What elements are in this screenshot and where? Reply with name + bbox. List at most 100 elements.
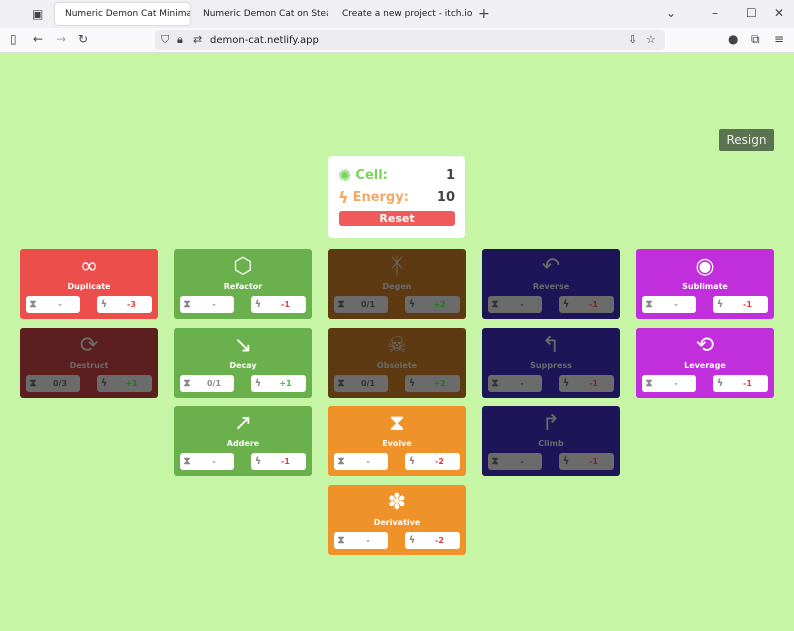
cooldown-box: ⧗ -: [488, 296, 542, 313]
resign-button[interactable]: Resign: [719, 129, 774, 151]
skill-name: Leverage: [684, 360, 726, 370]
minimize-icon[interactable]: –: [712, 6, 718, 20]
energy-box: ϟ -1: [559, 296, 614, 313]
tab-steam[interactable]: Numeric Demon Cat on Steam✕: [193, 3, 328, 25]
skill-icon: ∞: [79, 254, 99, 279]
shield-icon: ⛉: [161, 33, 170, 46]
skill-card-evolve[interactable]: ⧗ Evolve ⧗ - ϟ -2: [328, 406, 466, 476]
cooldown-box: ⧗ -: [180, 296, 234, 313]
status-panel: ✺ Cell: 1 ϟ Energy: 10 Reset: [328, 156, 465, 238]
energy-icon: ϟ: [338, 188, 349, 207]
skill-name: Evolve: [382, 439, 412, 448]
lightning-icon: ϟ: [100, 377, 108, 389]
cooldown-value: 0/1: [360, 378, 376, 388]
skill-name: Suppress: [530, 360, 572, 370]
cooldown-value: 0/1: [360, 300, 376, 309]
cooldown-value: 0/1: [206, 378, 222, 388]
skill-name: Obsolete: [376, 360, 418, 370]
energy-box: ϟ -1: [251, 296, 306, 313]
energy-cost: -2: [435, 535, 444, 545]
energy-box: ϟ -1: [713, 296, 768, 313]
skill-icon: ↶: [541, 254, 561, 279]
tab-numeric-demon-cat-minimal[interactable]: Numeric Demon Cat Minimal✕: [55, 3, 190, 25]
skill-card-degen[interactable]: ᛡ Degen ⧗ 0/1 ϟ +2: [328, 249, 466, 319]
skill-icon: ⧗: [389, 411, 405, 436]
new-tab-icon[interactable]: +: [478, 6, 490, 22]
skill-card-reverse[interactable]: ↶ Reverse ⧗ - ϟ -1: [482, 249, 620, 319]
energy-box: ϟ -2: [405, 453, 460, 470]
cooldown-value: -: [212, 300, 216, 309]
energy-box: ϟ -2: [405, 531, 460, 549]
skill-name: Destruct: [69, 360, 109, 370]
energy-cost: -1: [281, 300, 290, 309]
maximize-icon[interactable]: ☐: [746, 6, 757, 20]
hourglass-icon: ⧗: [645, 299, 653, 310]
skill-card-refactor[interactable]: ⬡ Refactor ⧗ - ϟ -1: [174, 249, 312, 319]
skill-card-destruct[interactable]: ⟳ Destruct ⧗ 0/3 ϟ +1: [20, 327, 158, 398]
tab-overview-icon[interactable]: ▣: [32, 7, 44, 21]
cooldown-box: ⧗ -: [180, 453, 234, 470]
skill-name: Degen: [382, 282, 412, 291]
hourglass-icon: ⧗: [491, 456, 499, 467]
skill-card-derivative[interactable]: ✽ Derivative ⧗ - ϟ -2: [328, 484, 466, 555]
skill-card-sublimate[interactable]: ◉ Sublimate ⧗ - ϟ -1: [636, 249, 774, 319]
reset-button[interactable]: Reset: [339, 211, 455, 226]
lightning-icon: ϟ: [408, 534, 416, 546]
energy-cost: -1: [281, 457, 290, 466]
cooldown-value: -: [366, 535, 370, 545]
skill-card-decay[interactable]: ↘ Decay ⧗ 0/1 ϟ +1: [174, 327, 312, 398]
back-icon[interactable]: ←: [33, 32, 44, 46]
menu-icon[interactable]: ≡: [774, 32, 785, 46]
skill-icon: ᛡ: [390, 254, 404, 279]
lightning-icon: ϟ: [562, 456, 570, 467]
bookmark-star-icon[interactable]: ☆: [646, 33, 656, 46]
cell-label: Cell:: [355, 168, 388, 183]
energy-cost: -1: [589, 378, 598, 388]
hourglass-icon: ⧗: [491, 377, 499, 389]
sidebar-icon[interactable]: ▯: [10, 32, 17, 46]
energy-box: ϟ -1: [251, 453, 306, 470]
tab-bar: ▣ Numeric Demon Cat Minimal✕ Numeric Dem…: [0, 0, 794, 28]
energy-box: ϟ +1: [251, 374, 306, 392]
energy-cost: -2: [435, 457, 444, 466]
skill-card-leverage[interactable]: ⟲ Leverage ⧗ - ϟ -1: [636, 327, 774, 398]
energy-cost: +2: [433, 378, 446, 388]
energy-cost: -1: [743, 378, 752, 388]
extension-icon[interactable]: ●: [728, 32, 739, 46]
lightning-icon: ϟ: [254, 456, 262, 467]
skill-card-obsolete[interactable]: ☠ Obsolete ⧗ 0/1 ϟ +2: [328, 327, 466, 398]
skill-name: Sublimate: [682, 282, 728, 291]
skill-card-climb[interactable]: ↱ Climb ⧗ - ϟ -1: [482, 406, 620, 476]
tab-itch[interactable]: Create a new project - itch.io✕: [332, 3, 474, 25]
save-page-icon[interactable]: ⇩: [628, 33, 638, 46]
forward-icon[interactable]: →: [56, 32, 67, 46]
lightning-icon: ϟ: [562, 377, 570, 389]
skill-icon: ↘: [233, 332, 253, 358]
extensions-icon[interactable]: ⧉: [751, 32, 760, 46]
close-tab-icon[interactable]: ✕: [472, 9, 474, 19]
cell-value: 1: [445, 168, 455, 183]
cooldown-box: ⧗ 0/1: [334, 374, 388, 392]
lightning-icon: ϟ: [562, 299, 570, 310]
cooldown-value: -: [366, 457, 370, 466]
skill-card-duplicate[interactable]: ∞ Duplicate ⧗ - ϟ -3: [20, 249, 158, 319]
skill-icon: ↱: [541, 411, 561, 436]
energy-box: ϟ -3: [97, 296, 152, 313]
energy-box: ϟ -1: [559, 453, 614, 470]
skill-icon: ☠: [387, 332, 407, 358]
cooldown-value: -: [58, 300, 62, 309]
url-bar[interactable]: ⛉ 🔒︎ ⇄ demon-cat.netlify.app ⇩ ☆: [155, 30, 665, 50]
reload-icon[interactable]: ↻: [78, 32, 89, 46]
list-tabs-icon[interactable]: ⌄: [666, 6, 677, 20]
lightning-icon: ϟ: [408, 299, 416, 310]
lightning-icon: ϟ: [408, 456, 416, 467]
skill-card-addere[interactable]: ↗ Addere ⧗ - ϟ -1: [174, 406, 312, 476]
cooldown-box: ⧗ -: [488, 374, 542, 392]
permissions-icon: ⇄: [193, 33, 203, 46]
skill-card-suppress[interactable]: ↰ Suppress ⧗ - ϟ -1: [482, 327, 620, 398]
cooldown-box: ⧗ 0/3: [26, 374, 80, 392]
skill-icon: ⟳: [79, 332, 99, 358]
close-window-icon[interactable]: ✕: [774, 6, 785, 20]
skill-name: Climb: [538, 439, 564, 448]
lightning-icon: ϟ: [716, 299, 724, 310]
